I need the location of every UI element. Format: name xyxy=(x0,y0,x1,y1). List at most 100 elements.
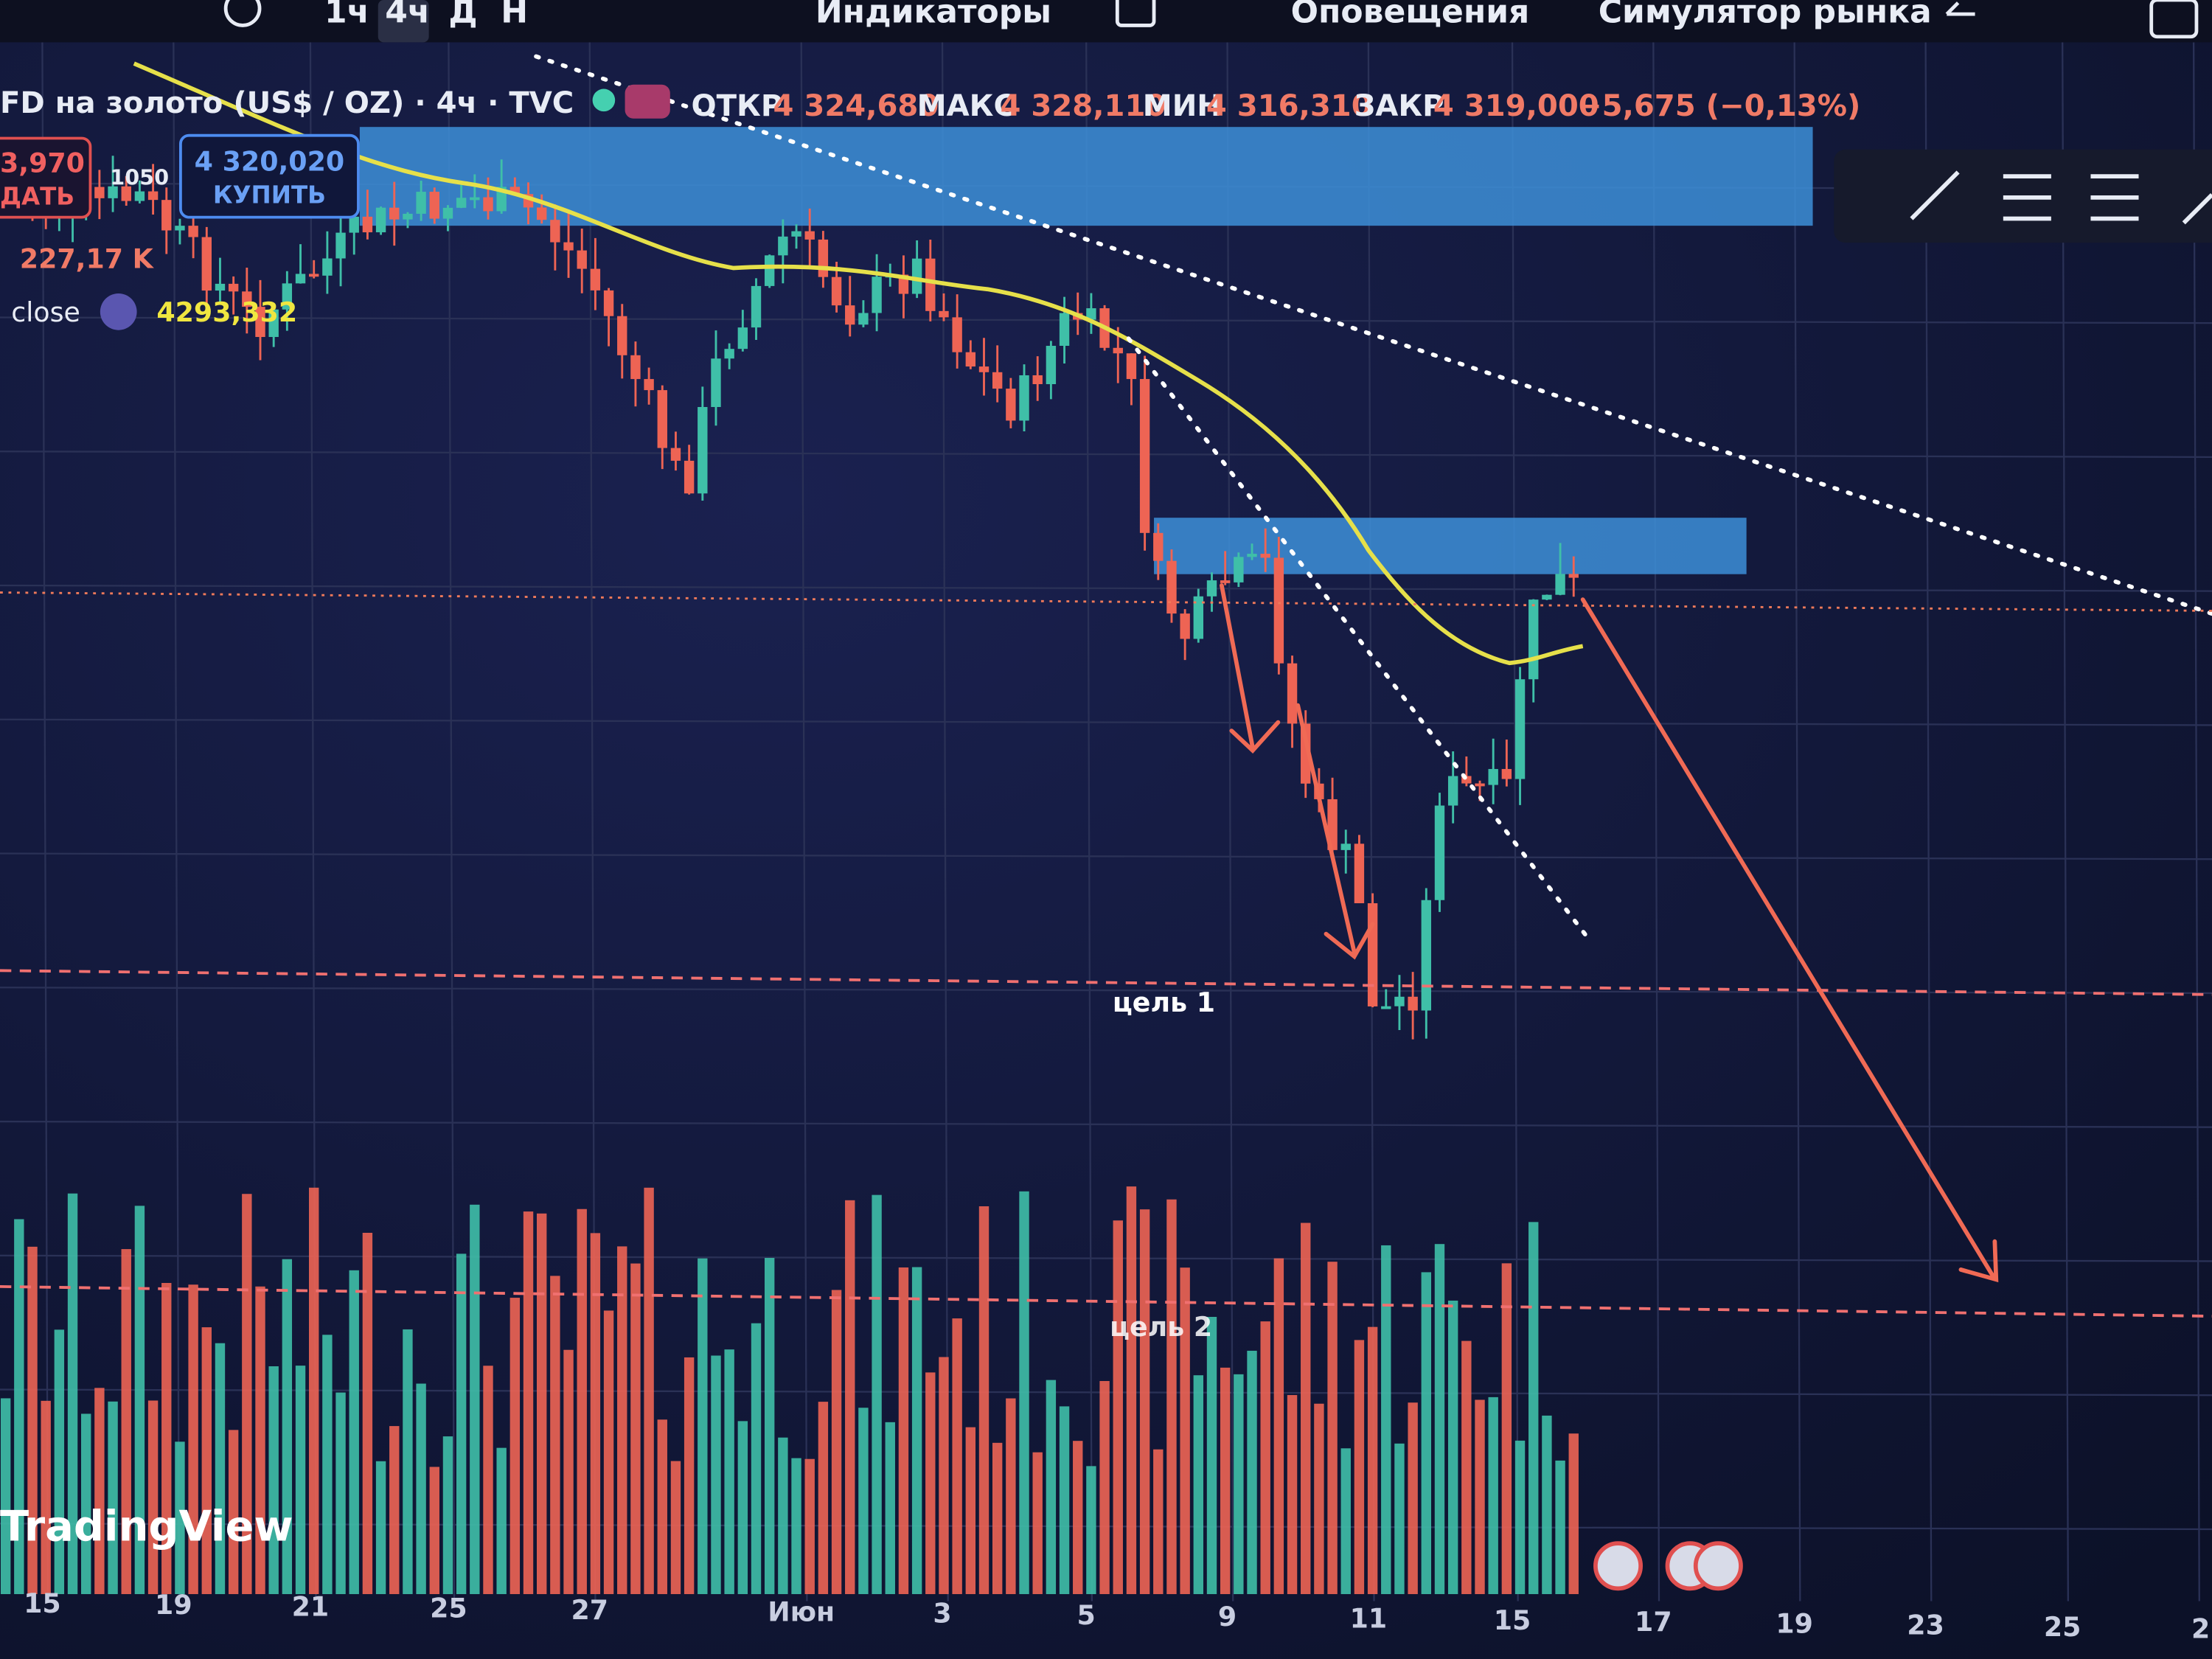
volume-bar xyxy=(1447,1300,1458,1594)
candle-body xyxy=(1301,723,1311,784)
replay-button[interactable]: Симулятор рынка xyxy=(1599,0,1932,31)
volume-bar xyxy=(1461,1340,1472,1594)
volume-bar xyxy=(201,1327,212,1594)
candle-body xyxy=(1555,574,1565,595)
x-tick-label: 21 xyxy=(292,1590,330,1622)
volume-bar xyxy=(81,1413,91,1594)
volume-bar xyxy=(1260,1321,1270,1594)
buy-button[interactable] xyxy=(178,133,360,219)
volume-bar xyxy=(1394,1443,1405,1594)
candle-body xyxy=(644,379,654,391)
volume-bar xyxy=(1153,1449,1164,1594)
volume-bar xyxy=(818,1402,829,1594)
volume-bar xyxy=(563,1349,574,1594)
volume-bar xyxy=(1327,1262,1338,1594)
candle-body xyxy=(590,268,601,291)
volume-bar xyxy=(939,1357,949,1594)
grid-line xyxy=(1085,42,1093,1601)
volume-bar xyxy=(483,1366,493,1594)
candle-body xyxy=(724,349,734,359)
candle-body xyxy=(1354,844,1365,903)
grid-line xyxy=(173,42,181,1601)
buy-price[interactable]: 4 320,020 xyxy=(195,146,344,178)
candle-body xyxy=(375,207,386,233)
label: ОТКР xyxy=(691,89,782,123)
sell-label[interactable]: ДАТЬ xyxy=(0,182,74,210)
volume-bar xyxy=(496,1447,507,1594)
ma-value: 4293,332 xyxy=(156,296,297,328)
candle-body xyxy=(1234,557,1244,582)
grid-line xyxy=(0,584,2212,592)
volume-bar xyxy=(335,1392,346,1594)
candle-body xyxy=(1475,783,1485,787)
symbol: FD на золото (US$ / OZ) · 4ч · TVC xyxy=(0,86,574,120)
volume-bar xyxy=(617,1246,627,1594)
sell-button[interactable] xyxy=(0,136,92,219)
candle-body xyxy=(483,197,493,212)
candle-body xyxy=(1247,554,1257,557)
candle-body xyxy=(577,250,587,269)
volume-bar xyxy=(188,1284,198,1594)
volume-bar xyxy=(603,1310,614,1594)
volume-bar xyxy=(1086,1466,1096,1594)
volume-bar xyxy=(804,1458,815,1594)
volume-bar xyxy=(536,1213,547,1594)
sell-price[interactable]: 3,970 xyxy=(0,147,85,178)
volume-bar xyxy=(228,1430,239,1594)
indicators-button[interactable]: Индикаторы xyxy=(815,0,1051,31)
x-tick-label: 17 xyxy=(1635,1606,1672,1638)
candle-body xyxy=(1408,996,1418,1011)
candle-body xyxy=(698,407,708,494)
interval[interactable]: 4ч xyxy=(385,0,430,31)
label: МАКС xyxy=(917,89,1015,123)
candle-body xyxy=(617,316,627,355)
candle-body xyxy=(711,358,721,408)
candle-body xyxy=(268,309,279,338)
candle-body xyxy=(416,192,426,214)
volume-bar xyxy=(1514,1440,1526,1594)
volume-bar xyxy=(992,1442,1003,1594)
volume-bar xyxy=(1367,1326,1378,1594)
volume-bar xyxy=(1139,1209,1150,1594)
candle-body xyxy=(201,237,212,291)
candle-body xyxy=(1447,776,1458,806)
logo: TradingView xyxy=(0,1501,293,1551)
volume-bar xyxy=(1475,1399,1485,1594)
candle-body xyxy=(161,200,172,231)
candle-body xyxy=(295,274,306,284)
interval[interactable]: Н xyxy=(501,0,528,31)
candle-body xyxy=(1206,580,1217,597)
resistance-zone xyxy=(359,127,1813,226)
change: −5,675 (−0,13%) xyxy=(1577,89,1860,123)
candle-body xyxy=(872,276,882,313)
candle-body xyxy=(925,258,936,311)
volume-bar xyxy=(295,1366,306,1594)
volume-bar xyxy=(1381,1245,1391,1594)
x-tick-label: 15 xyxy=(1494,1604,1531,1636)
grid-line xyxy=(0,987,2212,995)
candle-body xyxy=(1434,805,1445,900)
candle-body xyxy=(1006,389,1016,421)
drawing-tools[interactable] xyxy=(1910,170,2212,225)
buy-label[interactable]: КУПИТЬ xyxy=(213,181,326,209)
volume-bar xyxy=(724,1349,734,1594)
volume-bar xyxy=(67,1193,78,1594)
event-icon[interactable] xyxy=(1593,1541,1643,1591)
trend-line xyxy=(534,54,2212,616)
volume-bar xyxy=(1488,1397,1498,1594)
volume-bar xyxy=(1273,1258,1284,1594)
alerts-button[interactable]: Оповещения xyxy=(1291,0,1530,31)
toolbar-icons xyxy=(223,0,2199,39)
candle-body xyxy=(349,216,359,233)
volume-bar xyxy=(1032,1452,1043,1594)
interval[interactable]: Д xyxy=(448,0,477,31)
arrows xyxy=(1220,583,1999,1283)
interval-selected xyxy=(378,0,429,43)
volume-bar xyxy=(255,1286,265,1594)
interval[interactable]: 1ч xyxy=(324,0,369,31)
volume-bar xyxy=(1408,1402,1418,1594)
event-icon[interactable] xyxy=(1693,1541,1743,1591)
volume-bar xyxy=(175,1441,185,1594)
target-line xyxy=(0,1284,2212,1318)
candle-body xyxy=(1488,768,1498,785)
